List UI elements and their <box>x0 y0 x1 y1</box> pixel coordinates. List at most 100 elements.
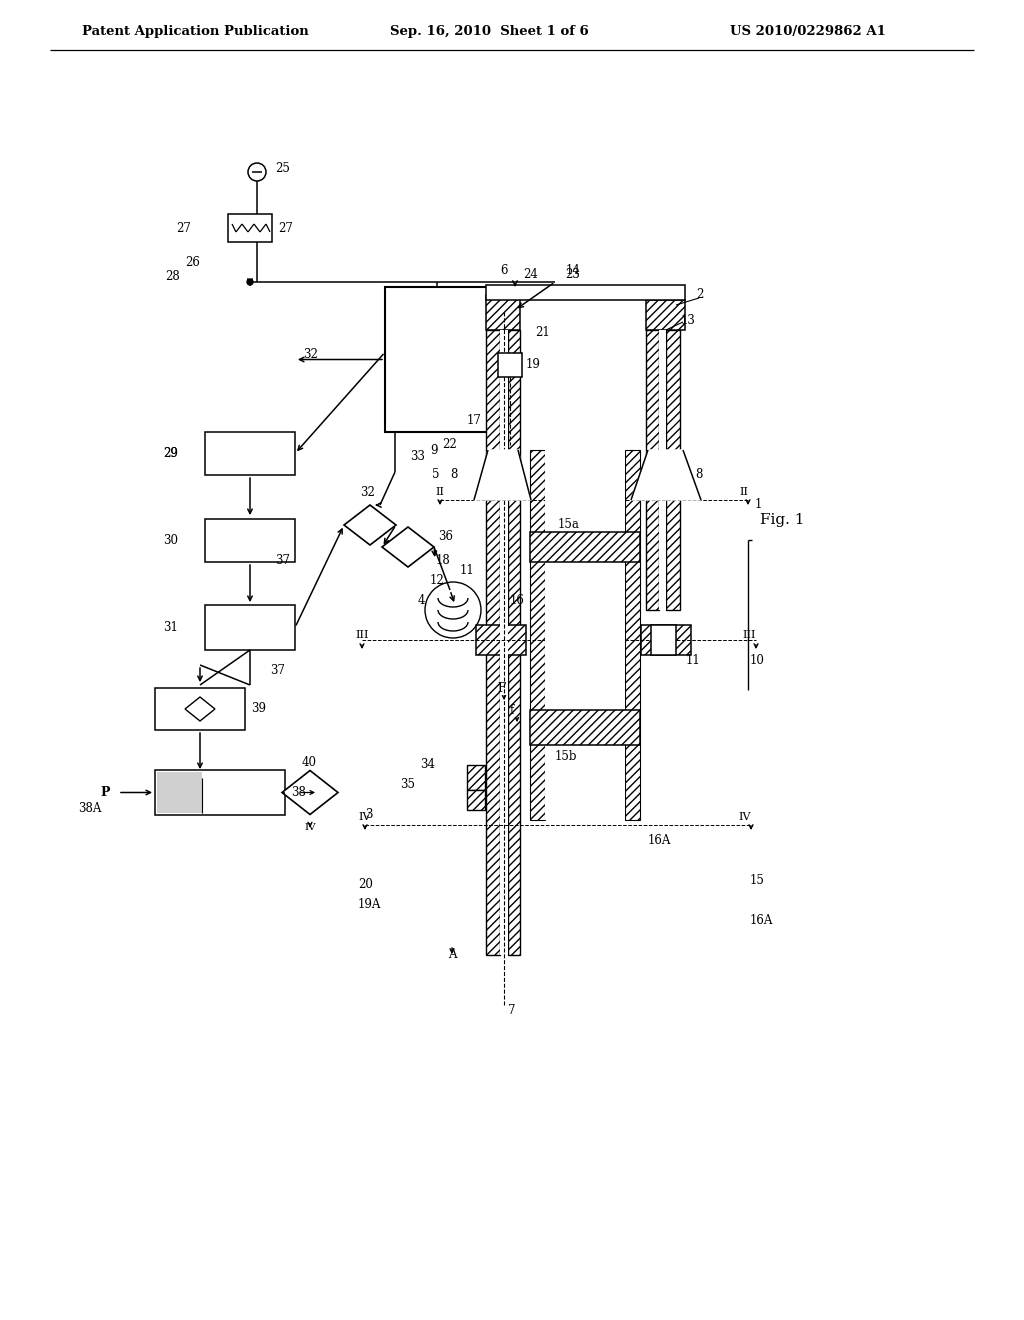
Text: A: A <box>447 949 457 961</box>
Text: 26: 26 <box>185 256 200 268</box>
Polygon shape <box>185 697 215 721</box>
Bar <box>486 330 500 954</box>
Text: 20: 20 <box>358 879 373 891</box>
Text: 36: 36 <box>438 531 453 544</box>
Text: 37: 37 <box>270 664 285 676</box>
Bar <box>646 330 659 610</box>
Bar <box>205 519 295 562</box>
Text: 11: 11 <box>460 564 475 577</box>
Bar <box>486 285 685 300</box>
Bar <box>228 214 272 242</box>
Bar <box>530 532 640 562</box>
Bar <box>476 624 526 655</box>
Text: II: II <box>739 487 748 498</box>
Text: II: II <box>435 487 444 498</box>
Text: 25: 25 <box>275 161 290 174</box>
Text: 8: 8 <box>695 469 702 482</box>
Polygon shape <box>474 450 531 500</box>
Text: 27: 27 <box>176 222 190 235</box>
Bar <box>486 294 520 330</box>
Bar <box>205 432 295 475</box>
Text: 15: 15 <box>750 874 765 887</box>
Text: 32: 32 <box>303 348 317 360</box>
Bar <box>545 450 625 820</box>
Text: 31: 31 <box>163 620 178 634</box>
Text: Patent Application Publication: Patent Application Publication <box>82 25 309 38</box>
Text: IV: IV <box>358 812 372 822</box>
Bar <box>530 710 640 744</box>
Bar <box>155 770 285 814</box>
Text: 15a: 15a <box>558 517 580 531</box>
Text: 33: 33 <box>410 450 425 463</box>
Bar <box>651 624 676 655</box>
Text: 15b: 15b <box>555 751 578 763</box>
Text: f: f <box>510 704 514 717</box>
Text: 18: 18 <box>436 553 451 566</box>
Text: 13: 13 <box>681 314 696 326</box>
Polygon shape <box>282 771 338 814</box>
Bar <box>467 789 485 810</box>
Text: 7: 7 <box>508 1003 515 1016</box>
Bar <box>155 688 245 730</box>
Text: P: P <box>100 785 110 799</box>
Text: 17: 17 <box>467 413 482 426</box>
Bar <box>646 300 685 330</box>
Text: IV: IV <box>304 822 315 832</box>
Bar <box>205 605 295 649</box>
Text: Sep. 16, 2010  Sheet 1 of 6: Sep. 16, 2010 Sheet 1 of 6 <box>390 25 589 38</box>
Bar <box>659 330 666 610</box>
Bar <box>508 330 520 954</box>
Bar <box>530 450 545 820</box>
Text: III: III <box>355 630 369 640</box>
Text: 6: 6 <box>501 264 508 276</box>
Polygon shape <box>382 527 434 568</box>
Text: 29: 29 <box>163 447 178 459</box>
Text: 24: 24 <box>523 268 538 281</box>
Text: 23: 23 <box>565 268 580 281</box>
Text: 8: 8 <box>450 469 458 482</box>
Text: US 2010/0229862 A1: US 2010/0229862 A1 <box>730 25 886 38</box>
Text: 28: 28 <box>165 271 180 284</box>
Text: F: F <box>497 681 505 694</box>
Polygon shape <box>631 450 701 500</box>
Text: Fig. 1: Fig. 1 <box>760 513 805 527</box>
Text: 2: 2 <box>696 289 703 301</box>
Text: 32: 32 <box>360 487 376 499</box>
Text: IV: IV <box>738 812 751 822</box>
Text: 3: 3 <box>365 808 373 821</box>
Text: 4: 4 <box>418 594 426 606</box>
Text: 38: 38 <box>291 785 306 799</box>
Text: 29: 29 <box>163 447 178 459</box>
Text: III: III <box>742 630 756 640</box>
Text: 21: 21 <box>535 326 550 338</box>
Text: 30: 30 <box>163 535 178 546</box>
Text: 5: 5 <box>432 469 439 482</box>
Bar <box>625 450 640 820</box>
Text: 12: 12 <box>430 573 444 586</box>
Bar <box>498 352 522 378</box>
Text: 19: 19 <box>526 359 541 371</box>
Text: 10: 10 <box>750 653 765 667</box>
Bar <box>385 286 515 432</box>
Bar <box>500 330 508 954</box>
Bar <box>641 624 691 655</box>
Text: 39: 39 <box>251 702 266 715</box>
Text: 35: 35 <box>400 779 415 792</box>
Bar <box>467 766 485 789</box>
Text: 16A: 16A <box>750 913 773 927</box>
Text: 19A: 19A <box>358 899 381 912</box>
Text: 40: 40 <box>302 756 317 770</box>
Text: 16A: 16A <box>648 833 672 846</box>
Bar <box>157 772 202 813</box>
Text: 16: 16 <box>510 594 525 606</box>
Text: 14: 14 <box>566 264 581 276</box>
Text: 27: 27 <box>278 222 293 235</box>
Polygon shape <box>344 506 396 545</box>
Text: 37: 37 <box>275 553 290 566</box>
Text: 22: 22 <box>442 437 458 450</box>
Text: 38A: 38A <box>78 803 101 814</box>
Text: 11: 11 <box>686 653 700 667</box>
Bar <box>666 330 680 610</box>
Text: 34: 34 <box>420 759 435 771</box>
Text: 9: 9 <box>430 444 437 457</box>
